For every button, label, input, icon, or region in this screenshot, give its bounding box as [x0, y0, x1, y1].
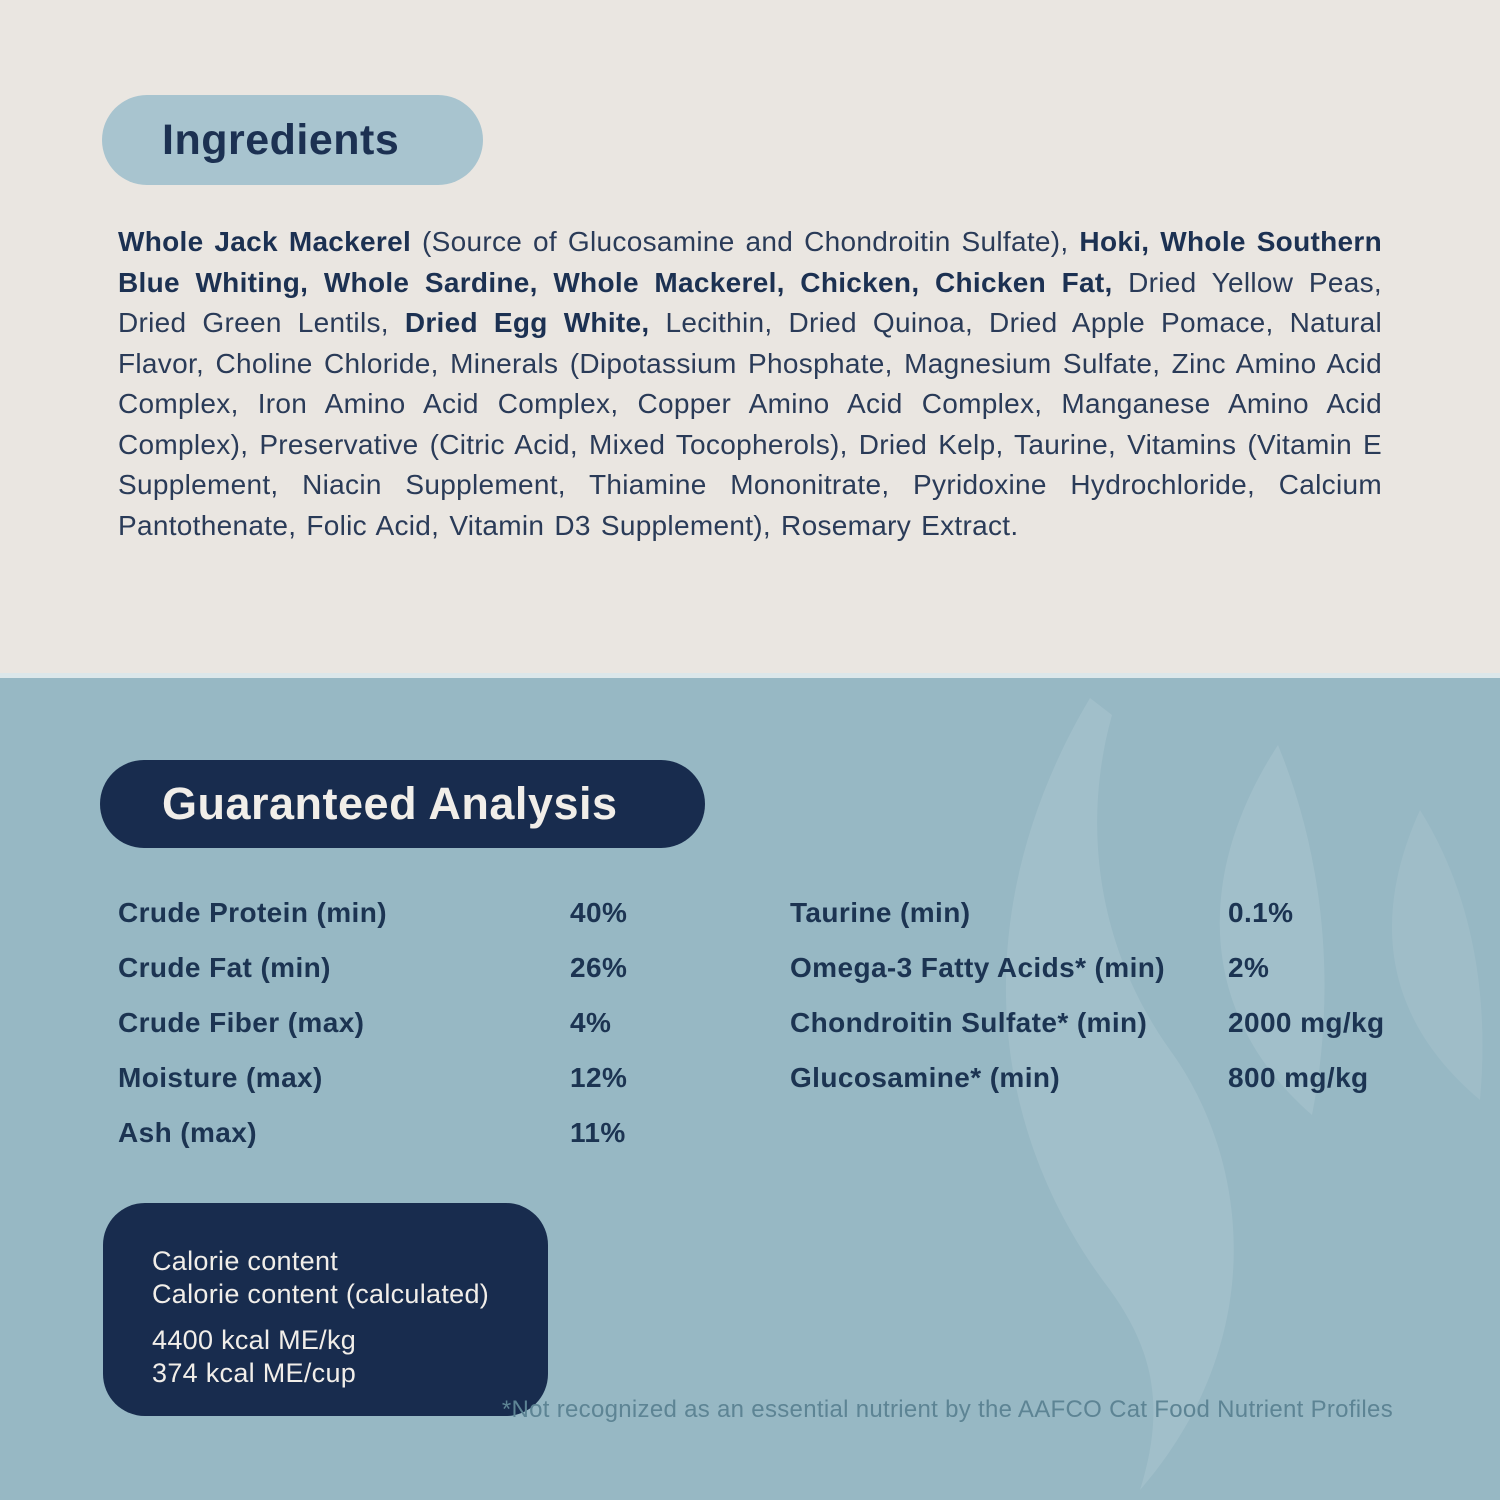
calorie-value-line: 4400 kcal ME/kg [152, 1325, 357, 1355]
nutrient-label: Omega-3 Fatty Acids* (min) [790, 952, 1165, 983]
calorie-values: 4400 kcal ME/kg 374 kcal ME/cup [152, 1324, 528, 1390]
nutrient-value: 12% [570, 1062, 628, 1093]
nutrient-value: 800 mg/kg [1228, 1062, 1369, 1093]
guaranteed-analysis-heading: Guaranteed Analysis [162, 778, 618, 829]
ingredients-heading-pill: Ingredients [102, 95, 483, 185]
calorie-content-box: Calorie content Calorie content (calcula… [103, 1203, 548, 1416]
nutrient-value: 0.1% [1228, 897, 1294, 928]
calorie-heading-line: Calorie content [152, 1246, 339, 1276]
nutrient-value: 40% [570, 897, 628, 928]
calorie-value-line: 374 kcal ME/cup [152, 1358, 357, 1388]
nutrient-label: Crude Fat (min) [118, 952, 331, 983]
ingredient-segment: (Source of Glucosamine and Chondroitin S… [411, 226, 1080, 257]
ingredients-heading: Ingredients [162, 115, 400, 164]
nutrient-label: Crude Fiber (max) [118, 1007, 365, 1038]
aafco-footnote: *Not recognized as an essential nutrient… [501, 1396, 1393, 1423]
nutrient-table-right: Taurine (min) 0.1% Omega-3 Fatty Acids* … [790, 897, 1385, 1093]
nutrient-table-left: Crude Protein (min) 40% Crude Fat (min) … [118, 897, 628, 1148]
ingredient-segment-bold: Whole Jack Mackerel [118, 226, 412, 257]
section-divider [0, 673, 1500, 678]
nutrient-label: Crude Protein (min) [118, 897, 387, 928]
nutrient-label: Moisture (max) [118, 1062, 323, 1093]
ingredient-segment-bold: Hoki, Whole Southern Blue Whiting, Whole… [118, 226, 1382, 298]
calorie-heading-line: Calorie content (calculated) [152, 1279, 490, 1309]
nutrient-value: 2% [1228, 952, 1270, 983]
nutrient-label: Glucosamine* (min) [790, 1062, 1061, 1093]
ingredients-section: Ingredients Whole Jack Mackerel (Source … [0, 0, 1500, 678]
nutrient-value: 26% [570, 952, 628, 983]
ingredient-segment-bold: Dried Egg White, [404, 307, 650, 338]
flame-watermark-icon [1005, 698, 1483, 1490]
ingredient-segment: Lecithin, Dried Quinoa, Dried Apple Poma… [118, 307, 1382, 541]
nutrient-value: 2000 mg/kg [1228, 1007, 1385, 1038]
nutrient-value: 11% [570, 1117, 626, 1148]
guaranteed-analysis-heading-pill: Guaranteed Analysis [100, 760, 705, 848]
ingredients-paragraph: Whole Jack Mackerel (Source of Glucosami… [118, 222, 1382, 546]
guaranteed-analysis-section: Guaranteed Analysis Crude Protein (min) … [0, 673, 1500, 1500]
nutrient-label: Chondroitin Sulfate* (min) [790, 1007, 1148, 1038]
calorie-headings: Calorie content Calorie content (calcula… [152, 1245, 528, 1311]
nutrient-value: 4% [570, 1007, 612, 1038]
ingredient-segment: Dried Yellow Peas, Dried Green Lentils, [118, 266, 1382, 339]
nutrient-label: Ash (max) [118, 1117, 257, 1148]
nutrient-label: Taurine (min) [790, 897, 971, 928]
